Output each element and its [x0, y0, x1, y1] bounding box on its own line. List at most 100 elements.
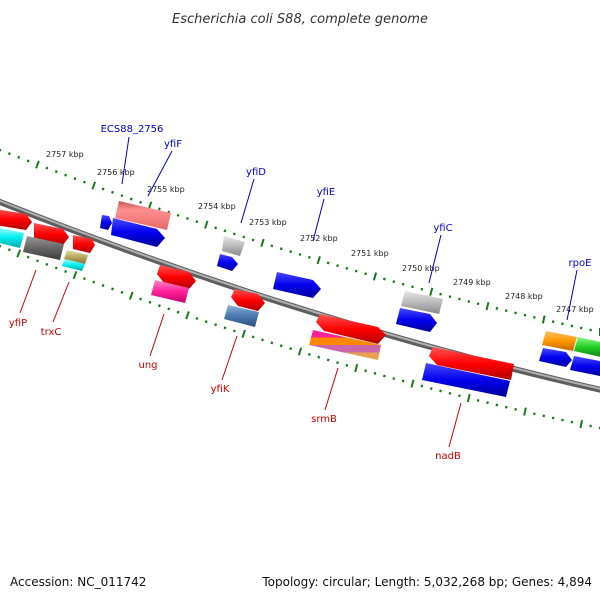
gene-feature[interactable] [151, 280, 189, 303]
kbp-label: 2749 kbp [453, 278, 491, 287]
gene-feature[interactable] [273, 272, 321, 298]
gene-feature[interactable] [224, 305, 259, 327]
gene-label[interactable]: yfiD [246, 167, 266, 178]
minor-tick [401, 282, 405, 286]
gene-feature[interactable] [574, 337, 600, 357]
major-tick [372, 272, 378, 281]
gene-feature[interactable] [429, 347, 514, 380]
gene-label[interactable]: ung [138, 360, 157, 371]
minor-tick [439, 292, 442, 296]
leader-line [19, 269, 37, 314]
gene-label[interactable]: yfiE [317, 187, 336, 198]
gene-feature[interactable] [539, 348, 572, 367]
minor-tick [101, 284, 105, 288]
minor-tick [345, 363, 349, 367]
minor-tick [214, 226, 218, 230]
minor-tick [504, 309, 508, 313]
leader-line [312, 198, 325, 242]
kbp-label: 2757 kbp [46, 150, 84, 159]
major-tick [16, 249, 22, 258]
gene-label[interactable]: srmB [311, 414, 337, 425]
minor-tick [157, 207, 161, 211]
minor-tick [495, 306, 499, 310]
kbp-label: 2748 kbp [505, 292, 543, 301]
gene-feature[interactable] [542, 331, 577, 351]
leader-line [428, 234, 442, 284]
leader-line [52, 281, 70, 323]
minor-tick [157, 304, 161, 308]
gene-feature[interactable] [401, 291, 443, 314]
minor-tick [458, 394, 461, 398]
minor-tick [411, 285, 414, 289]
gene-label[interactable]: rpoE [569, 258, 592, 269]
minor-tick [45, 262, 49, 266]
major-tick [410, 379, 415, 388]
kbp-label: 2752 kbp [300, 234, 338, 243]
minor-tick [486, 401, 489, 405]
minor-tick [17, 155, 21, 159]
minor-tick [45, 166, 49, 170]
gene-feature[interactable] [64, 250, 88, 264]
minor-tick [354, 269, 358, 273]
minor-tick [589, 328, 592, 332]
minor-tick [176, 310, 180, 314]
kbp-scale-labels: 2757 kbp 2756 kbp 2755 kbp 2754 kbp 2753… [46, 150, 594, 314]
gene-feature[interactable] [115, 201, 171, 230]
minor-tick [420, 384, 424, 388]
minor-tick [514, 407, 517, 411]
gene-feature[interactable] [309, 330, 381, 360]
minor-tick [345, 266, 349, 270]
minor-tick [289, 347, 293, 351]
major-tick [541, 315, 546, 324]
gene-feature[interactable] [217, 254, 238, 271]
gene-label[interactable]: yfiP [9, 318, 27, 329]
gene-feature[interactable] [222, 236, 245, 256]
gene-feature[interactable] [62, 259, 85, 271]
gene-label[interactable]: yfiC [433, 223, 452, 234]
major-tick [297, 347, 303, 356]
minor-tick [439, 389, 442, 393]
gene-feature[interactable] [316, 314, 386, 344]
minor-tick [7, 152, 11, 156]
minor-tick [551, 320, 555, 324]
minor-tick [401, 379, 405, 383]
minor-tick [579, 326, 583, 330]
minor-tick [186, 216, 189, 220]
minor-tick [429, 387, 433, 391]
gene-feature[interactable] [100, 215, 112, 230]
minor-tick [92, 280, 96, 284]
gene-feature[interactable] [570, 356, 600, 377]
gene-label[interactable]: ECS88_2756 [101, 124, 164, 135]
minor-tick [336, 361, 339, 365]
minor-tick [533, 412, 536, 416]
minor-tick [561, 418, 564, 422]
inner-tick-ring [0, 244, 600, 430]
minor-tick [176, 213, 180, 217]
gene-feature[interactable] [73, 235, 95, 253]
minor-tick [307, 352, 311, 356]
minor-tick [139, 200, 143, 204]
gene-feature[interactable] [231, 289, 265, 311]
major-tick [204, 220, 209, 229]
gene-feature[interactable] [0, 209, 32, 230]
minor-tick [82, 180, 86, 184]
gene-label[interactable]: trxC [41, 327, 62, 338]
gene-label[interactable]: nadB [435, 451, 461, 462]
label-leader-lines [19, 136, 578, 448]
minor-tick [289, 250, 293, 254]
minor-tick [7, 248, 11, 252]
major-tick [241, 329, 246, 339]
gene-feature[interactable] [0, 227, 24, 248]
gene-feature[interactable] [396, 308, 437, 332]
gene-label[interactable]: yfiK [211, 384, 230, 395]
minor-tick [279, 247, 283, 251]
minor-tick [270, 341, 274, 345]
gene-feature[interactable] [23, 236, 64, 260]
minor-tick [223, 229, 227, 233]
gene-feature[interactable] [422, 363, 510, 397]
minor-tick [467, 300, 471, 303]
gene-label[interactable]: yfiF [164, 139, 182, 150]
minor-tick [26, 159, 30, 163]
gene-feature[interactable] [111, 218, 165, 247]
major-tick [316, 256, 321, 265]
